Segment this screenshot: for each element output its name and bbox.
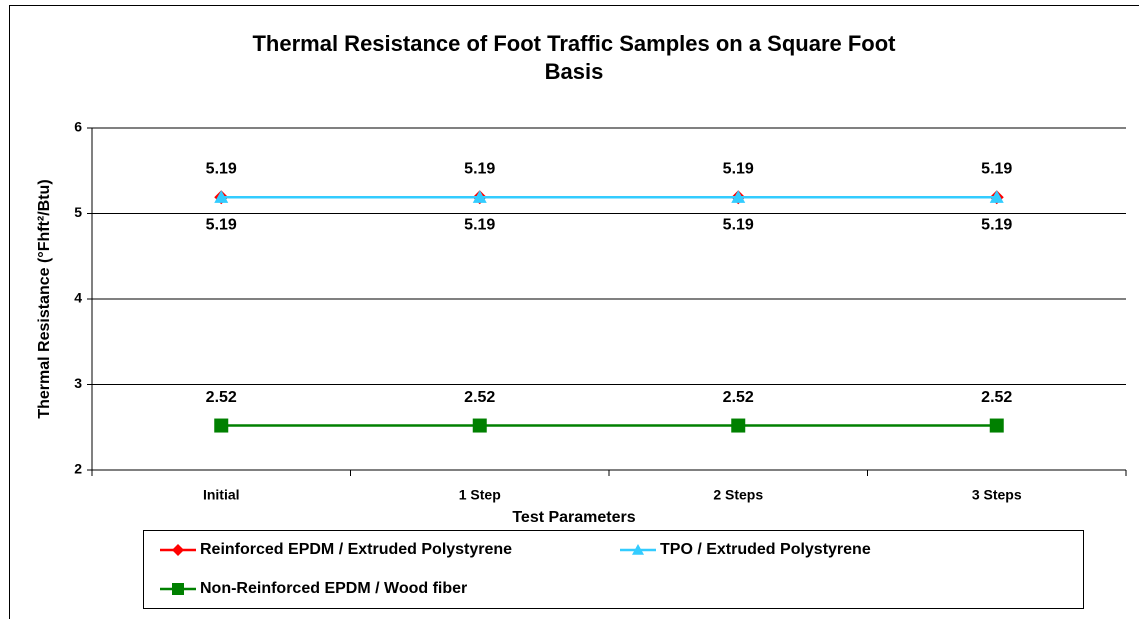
y-tick-label: 6 [74,119,82,135]
data-label: 5.19 [981,160,1012,177]
x-tick-label: 3 Steps [972,487,1022,503]
y-tick-label: 4 [74,290,82,306]
data-label: 2.52 [723,389,754,406]
data-label: 5.19 [723,160,754,177]
legend-label: TPO / Extruded Polystyrene [660,541,871,558]
data-label: 5.19 [723,216,754,233]
chart-border [9,5,1139,619]
legend-label: Non-Reinforced EPDM / Wood fiber [200,580,467,597]
data-label: 5.19 [206,216,237,233]
data-point [214,190,229,203]
data-label: 5.19 [464,216,495,233]
legend-box [143,530,1084,609]
y-tick-label: 3 [74,375,82,391]
y-tick-label: 5 [74,204,82,220]
data-point [989,418,1004,433]
data-point [731,190,746,203]
x-tick-label: 1 Step [459,487,501,503]
data-label: 2.52 [981,389,1012,406]
x-axis-label: Test Parameters [512,509,635,526]
data-label: 5.19 [464,160,495,177]
legend-label: Reinforced EPDM / Extruded Polystyrene [200,541,512,558]
legend-marker [172,583,184,595]
data-label: 5.19 [981,216,1012,233]
data-point [731,418,746,433]
y-tick-label: 2 [74,461,82,477]
chart-title: Thermal Resistance of Foot Traffic Sampl… [252,31,896,84]
y-axis-label: Thermal Resistance (°Fhft²/Btu) [36,179,53,418]
legend-marker [172,544,184,556]
data-point [214,418,229,433]
x-tick-label: Initial [203,487,240,503]
data-label: 2.52 [206,389,237,406]
data-point [472,418,487,433]
legend-marker [632,544,644,555]
data-label: 2.52 [464,389,495,406]
x-tick-label: 2 Steps [713,487,763,503]
data-point [989,190,1004,203]
data-point [472,190,487,203]
data-label: 5.19 [206,160,237,177]
